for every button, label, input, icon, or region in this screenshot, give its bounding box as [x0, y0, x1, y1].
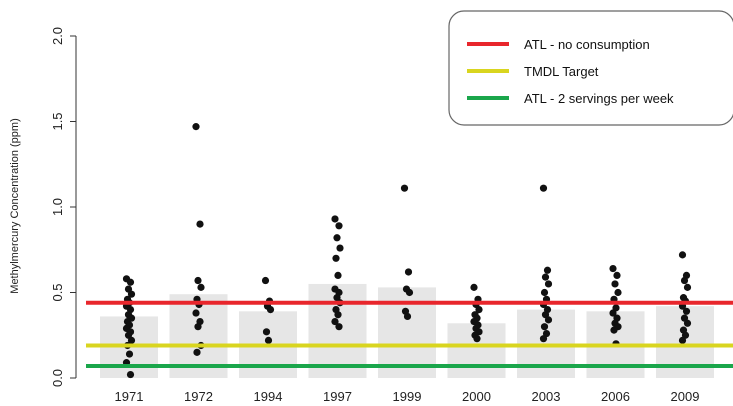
point-2009	[682, 307, 691, 315]
point-1972	[192, 309, 200, 317]
point-2003	[544, 316, 553, 324]
point-1972	[193, 348, 201, 356]
point-2003	[544, 280, 553, 288]
y-axis: 0.0 0.5 1.0 1.5 2.0	[50, 27, 77, 387]
legend-box	[448, 10, 733, 126]
y-tick-label: 0.5	[50, 283, 65, 301]
point-1971	[126, 370, 135, 379]
point-1997	[335, 323, 343, 331]
point-1997	[334, 311, 342, 319]
point-2003	[539, 335, 548, 343]
point-1999	[400, 184, 409, 192]
bars-layer	[100, 283, 714, 378]
point-1999	[405, 288, 414, 297]
point-1997	[331, 215, 339, 223]
point-1999	[404, 268, 413, 276]
point-1999	[403, 312, 412, 321]
point-1971	[127, 290, 136, 298]
point-1971	[125, 350, 134, 358]
point-2006	[609, 309, 617, 317]
x-tick-label-2009: 2009	[671, 389, 700, 404]
point-2009	[683, 283, 692, 291]
point-1972	[196, 220, 204, 228]
point-2000	[470, 283, 478, 291]
point-1997	[333, 234, 341, 242]
x-tick-label-2006: 2006	[601, 389, 630, 404]
x-tick-label-1994: 1994	[254, 389, 283, 404]
point-1994	[266, 306, 275, 314]
x-tick-label-2003: 2003	[532, 389, 561, 404]
point-1971	[126, 278, 135, 286]
point-1997	[334, 271, 342, 279]
point-2006	[611, 280, 619, 288]
y-tick-label: 2.0	[50, 27, 65, 45]
point-1994	[264, 336, 273, 344]
point-2003	[541, 273, 550, 281]
point-1997	[335, 222, 343, 230]
point-2009	[680, 276, 689, 285]
point-1997	[331, 317, 339, 326]
y-axis-title: Methylmercury Concentration (ppm)	[9, 118, 21, 293]
y-tick-label: 0.0	[50, 369, 65, 387]
point-2000	[475, 306, 483, 314]
point-1997	[332, 254, 340, 262]
point-2009	[678, 336, 687, 344]
point-2009	[683, 319, 692, 327]
point-1994	[262, 328, 271, 336]
point-1972	[192, 123, 200, 131]
point-1972	[194, 276, 202, 285]
legend-label-2: ATL - 2 servings per week	[524, 91, 674, 106]
x-axis-labels: 1971 1972 1994 1997 1999 2000 2003 2006 2009	[115, 389, 700, 404]
point-2006	[614, 288, 622, 297]
point-1997	[336, 244, 344, 252]
x-tick-label-1971: 1971	[115, 389, 144, 404]
point-1972	[197, 283, 205, 291]
point-1971	[127, 336, 136, 344]
point-1972	[194, 323, 202, 331]
point-2003	[539, 184, 548, 192]
x-tick-label-1997: 1997	[323, 389, 352, 404]
point-2009	[678, 251, 687, 259]
x-tick-label-1999: 1999	[393, 389, 422, 404]
x-tick-label-1972: 1972	[184, 389, 213, 404]
legend-label-1: TMDL Target	[524, 64, 599, 79]
point-1994	[261, 276, 270, 285]
y-tick-label: 1.0	[50, 198, 65, 216]
y-tick-label: 1.5	[50, 112, 65, 130]
reference-lines-layer	[86, 300, 733, 369]
point-2003	[543, 266, 552, 274]
point-2003	[540, 288, 549, 297]
legend: ATL - no consumption TMDL Target ATL - 2 s…	[448, 10, 733, 126]
x-tick-label-2000: 2000	[462, 389, 491, 404]
point-2006	[610, 326, 618, 334]
legend-label-0: ATL - no consumption	[524, 37, 650, 52]
point-2006	[609, 264, 617, 273]
points-layer	[122, 123, 692, 379]
point-2000	[473, 335, 481, 343]
point-2003	[540, 323, 549, 331]
point-2006	[613, 271, 621, 279]
